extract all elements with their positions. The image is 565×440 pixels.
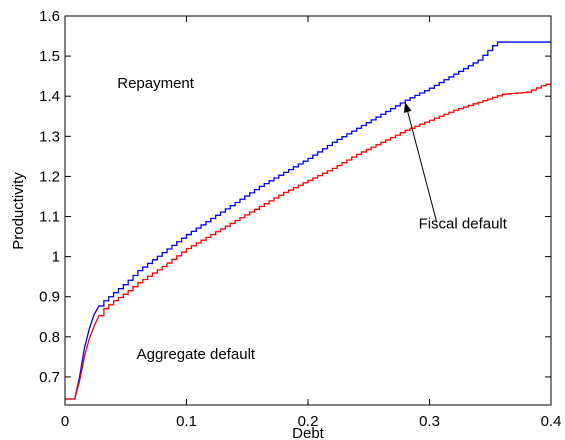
x-tick-label: 0.3 (419, 413, 440, 430)
y-tick-label: 1.5 (39, 48, 60, 65)
arrow-line (404, 102, 438, 223)
plot-frame (64, 15, 552, 406)
y-tick-label: 1.1 (39, 209, 60, 226)
y-tick-label: 1.2 (39, 168, 60, 185)
y-tick-label: 0.9 (39, 289, 60, 306)
annotation-layer: Repayment Fiscal default Aggregate defau… (117, 75, 508, 363)
annotation-arrow (403, 102, 438, 223)
series-layer (65, 41, 551, 400)
y-tick-label: 1 (52, 249, 60, 266)
y-tick-label: 1.6 (39, 8, 60, 25)
y-tick-label: 1.3 (39, 128, 60, 145)
series-line-1 (65, 41, 551, 400)
x-tick-label: 0.1 (176, 413, 197, 430)
arrow-head (403, 102, 412, 113)
annotation-repayment: Repayment (117, 75, 195, 92)
y-tick-label: 0.8 (39, 329, 60, 346)
y-tick-label: 0.7 (39, 369, 60, 386)
tick-layer: 0 0.1 0.2 0.3 0.4 0.7 0.8 0.9 1 1.1 1.2 1.3 1.4 1.5 1.… (39, 8, 561, 430)
annotation-aggregate-default: Aggregate default (137, 346, 256, 363)
series-line-2 (65, 83, 551, 400)
annotation-fiscal-default: Fiscal default (419, 216, 508, 233)
y-tick-label: 1.4 (39, 88, 60, 105)
x-tick-label: 0 (61, 413, 69, 430)
y-axis-label: Productivity (10, 172, 27, 250)
x-tick-label: 0.2 (298, 413, 319, 430)
x-tick-label: 0.4 (541, 413, 562, 430)
plot-area (65, 16, 551, 405)
x-axis-label: Debt (292, 425, 325, 440)
